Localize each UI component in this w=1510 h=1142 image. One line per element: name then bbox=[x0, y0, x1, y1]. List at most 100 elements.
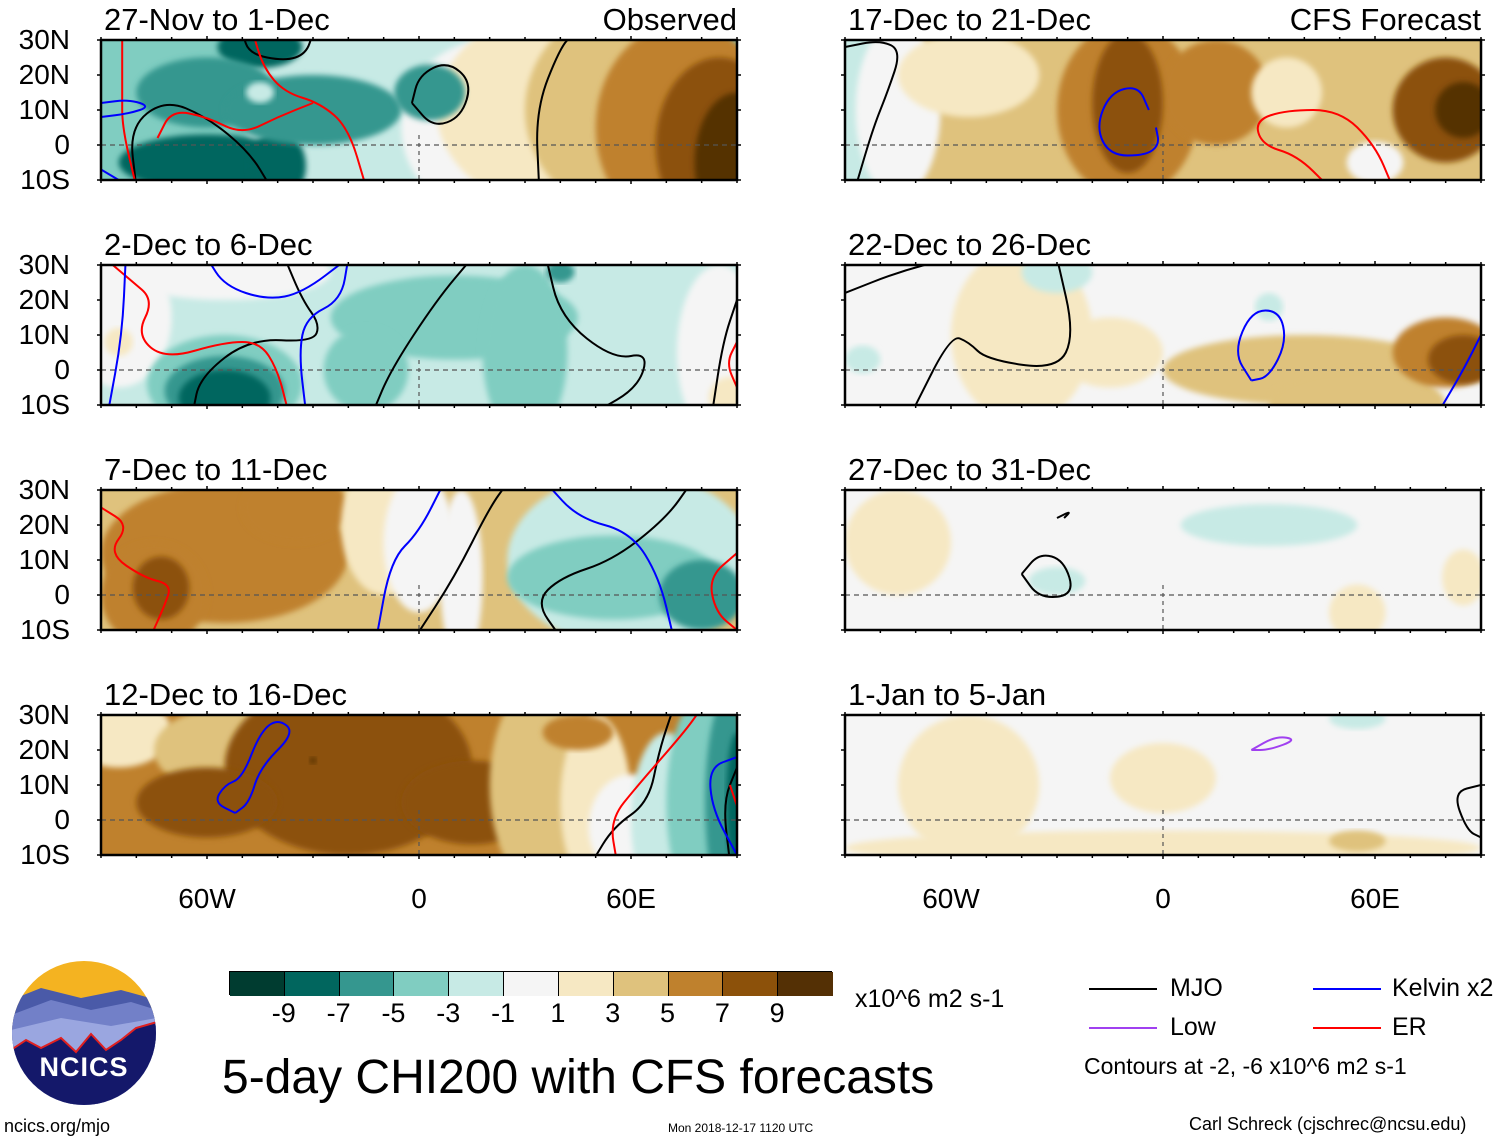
panel-title: 27-Nov to 1-Dec bbox=[104, 2, 330, 37]
low-contour bbox=[1250, 736, 1293, 751]
anomaly-region bbox=[546, 265, 575, 283]
kelvin-contour bbox=[108, 265, 127, 405]
legend-label-low: Low bbox=[1170, 1013, 1216, 1041]
colorbar-tick-label: -5 bbox=[381, 998, 406, 1028]
timestamp: Mon 2018-12-17 1120 UTC bbox=[668, 1121, 814, 1135]
kelvin-contour bbox=[551, 490, 673, 630]
anomaly-region bbox=[1329, 830, 1386, 852]
mjo-contour bbox=[131, 103, 268, 180]
anomaly-region bbox=[136, 767, 278, 838]
legend-line-mjo bbox=[1089, 988, 1157, 990]
anomaly-region bbox=[309, 757, 317, 764]
anomaly-region bbox=[1180, 504, 1358, 546]
y-tick-label: 10N bbox=[18, 319, 70, 350]
y-tick-label: 30N bbox=[18, 474, 70, 505]
anomaly-region bbox=[542, 715, 614, 750]
anomaly-region bbox=[726, 732, 737, 855]
x-tick-label: 0 bbox=[1155, 883, 1171, 914]
panel-tag: CFS Forecast bbox=[1289, 2, 1481, 37]
kelvin-contour bbox=[299, 265, 349, 405]
mjo-contour bbox=[1456, 784, 1481, 839]
mjo-contour bbox=[546, 265, 646, 405]
colorbar-tick-label: 1 bbox=[550, 998, 566, 1028]
anomaly-region bbox=[845, 345, 881, 374]
colorbar-units: x10^6 m2 s-1 bbox=[855, 985, 1005, 1013]
y-tick-label: 20N bbox=[18, 284, 70, 315]
mjo-contour bbox=[845, 41, 899, 180]
anomaly-region bbox=[1329, 584, 1386, 630]
mjo-contour bbox=[712, 299, 737, 405]
anomaly-region bbox=[1092, 40, 1163, 173]
anomaly-region bbox=[1021, 265, 1093, 293]
y-tick-label: 0 bbox=[54, 804, 70, 835]
mjo-contour bbox=[418, 490, 504, 630]
colorbar-swatch bbox=[449, 972, 505, 996]
er-contour bbox=[728, 784, 737, 807]
mjo-contour bbox=[595, 715, 673, 855]
colorbar-tick-label: 7 bbox=[714, 998, 730, 1028]
legend-label-er: ER bbox=[1392, 1013, 1427, 1041]
panel-title: 12-Dec to 16-Dec bbox=[104, 677, 347, 712]
anomaly-region bbox=[104, 328, 133, 356]
anomaly-region bbox=[1435, 82, 1481, 138]
mjo-contour bbox=[1020, 554, 1072, 598]
mjo-contour bbox=[724, 767, 737, 855]
mjo-contour bbox=[540, 490, 688, 630]
mjo-contour bbox=[193, 265, 319, 405]
x-tick-label: 60E bbox=[606, 883, 656, 914]
y-tick-label: 0 bbox=[54, 354, 70, 385]
anomaly-region bbox=[1346, 141, 1404, 180]
mjo-contour bbox=[914, 265, 1072, 405]
kelvin-contour bbox=[1237, 309, 1286, 382]
anomaly-region bbox=[1110, 743, 1216, 813]
anomaly-region bbox=[1269, 370, 1446, 405]
panel-title: 1-Jan to 5-Jan bbox=[848, 677, 1047, 712]
er-contour bbox=[1256, 108, 1391, 180]
kelvin-contour bbox=[216, 721, 291, 814]
colorbar-swatch bbox=[339, 972, 395, 996]
x-tick-label: 0 bbox=[411, 883, 427, 914]
y-tick-label: 10S bbox=[20, 614, 70, 645]
anomaly-region bbox=[383, 490, 455, 613]
x-tick-label: 60W bbox=[178, 883, 236, 914]
y-tick-label: 30N bbox=[18, 699, 70, 730]
panel-title: 27-Dec to 31-Dec bbox=[848, 452, 1091, 487]
main-title: 5-day CHI200 with CFS forecasts bbox=[222, 1051, 935, 1104]
colorbar-swatch bbox=[504, 972, 559, 996]
map-panel bbox=[97, 36, 741, 184]
anomaly-region bbox=[245, 82, 275, 103]
kelvin-contour bbox=[376, 490, 442, 630]
y-tick-label: 20N bbox=[18, 59, 70, 90]
colorbar-swatch bbox=[394, 972, 450, 996]
anomaly-region bbox=[1428, 335, 1481, 384]
map-panel bbox=[97, 261, 741, 409]
ncics-logo-graphic bbox=[12, 961, 156, 1105]
site-url[interactable]: ncics.org/mjo bbox=[4, 1116, 111, 1136]
anomaly-region bbox=[178, 370, 271, 405]
panel-tag: Observed bbox=[602, 2, 737, 37]
y-tick-label: 10S bbox=[20, 839, 70, 870]
colorbar-tick-label: -3 bbox=[436, 998, 461, 1028]
map-panel bbox=[841, 711, 1485, 859]
anomaly-region bbox=[845, 490, 951, 595]
colorbar-tick-label: -9 bbox=[271, 998, 296, 1028]
colorbar-swatch bbox=[778, 972, 833, 996]
anomaly-region bbox=[1057, 317, 1163, 388]
er-contour bbox=[611, 715, 698, 855]
anomaly-region bbox=[898, 40, 1040, 117]
legend-note: Contours at -2, -6 x10^6 m2 s-1 bbox=[1084, 1053, 1407, 1079]
colorbar-tick-label: -1 bbox=[491, 998, 516, 1028]
legend-line-low bbox=[1089, 1027, 1157, 1029]
panel-title: 2-Dec to 6-Dec bbox=[104, 227, 313, 262]
er-contour bbox=[156, 102, 314, 139]
y-tick-label: 10N bbox=[18, 769, 70, 800]
mjo-contour bbox=[845, 265, 929, 294]
map-panel bbox=[97, 711, 741, 859]
anomaly-region bbox=[132, 556, 190, 620]
panel-title: 22-Dec to 26-Dec bbox=[848, 227, 1091, 262]
y-tick-label: 30N bbox=[18, 24, 70, 55]
y-tick-label: 0 bbox=[54, 129, 70, 160]
colorbar-swatch bbox=[558, 972, 614, 996]
x-tick-label: 60E bbox=[1350, 883, 1400, 914]
colorbar-swatch bbox=[723, 972, 779, 996]
